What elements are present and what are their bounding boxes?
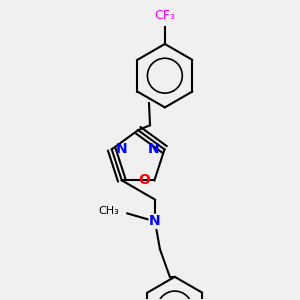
Text: CH₃: CH₃ <box>98 206 119 216</box>
Text: N: N <box>116 142 127 156</box>
Text: N: N <box>149 214 161 228</box>
Text: N: N <box>148 142 160 156</box>
Text: O: O <box>139 173 151 188</box>
Text: CF₃: CF₃ <box>154 9 175 22</box>
